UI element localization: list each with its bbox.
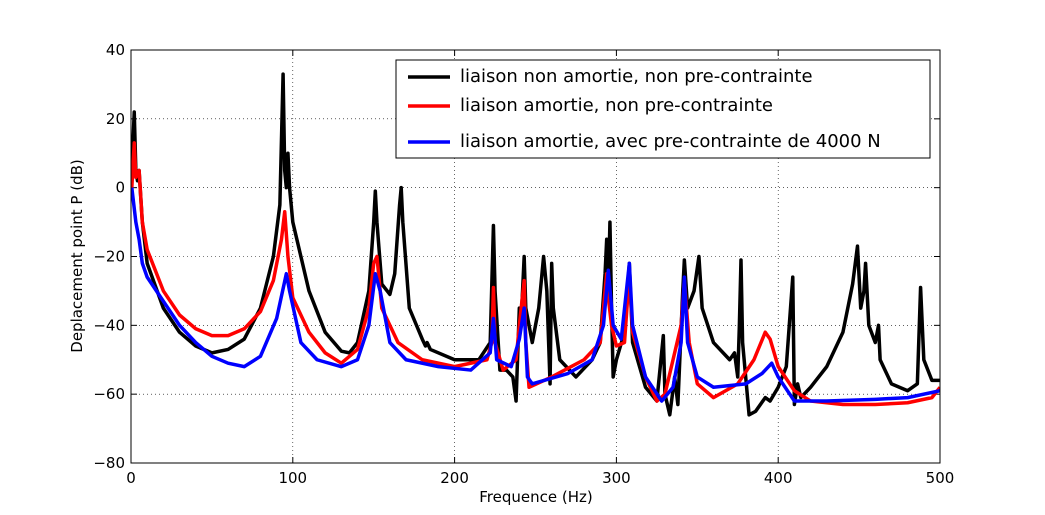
legend-label: liaison amortie, avec pre-contrainte de … [460,131,881,152]
y-tick-label: 20 [106,110,125,128]
y-axis-label: Deplacement point P (dB) [68,159,86,352]
x-tick-label: 100 [278,469,307,487]
legend-box [395,59,931,159]
plot-frame [130,49,941,464]
x-tick-label: 0 [126,469,136,487]
data-line [131,72,940,417]
y-tick-label: −80 [93,454,125,472]
legend-label: liaison non amortie, non pre-contrainte [460,66,813,87]
x-tick-label: 200 [440,469,469,487]
legend-label: liaison amortie, non pre-contrainte [460,95,773,116]
x-axis-label: Frequence (Hz) [479,488,592,506]
y-tick-label: −20 [93,248,125,266]
x-tick-label: 500 [926,469,955,487]
y-tick-label: −60 [93,385,125,403]
x-tick-label: 300 [602,469,631,487]
y-tick-label: −40 [93,316,125,334]
y-tick-label: 40 [106,41,125,59]
y-tick-label: 0 [115,179,125,197]
data-line [131,141,940,407]
x-tick-label: 400 [764,469,793,487]
data-line [131,187,940,403]
